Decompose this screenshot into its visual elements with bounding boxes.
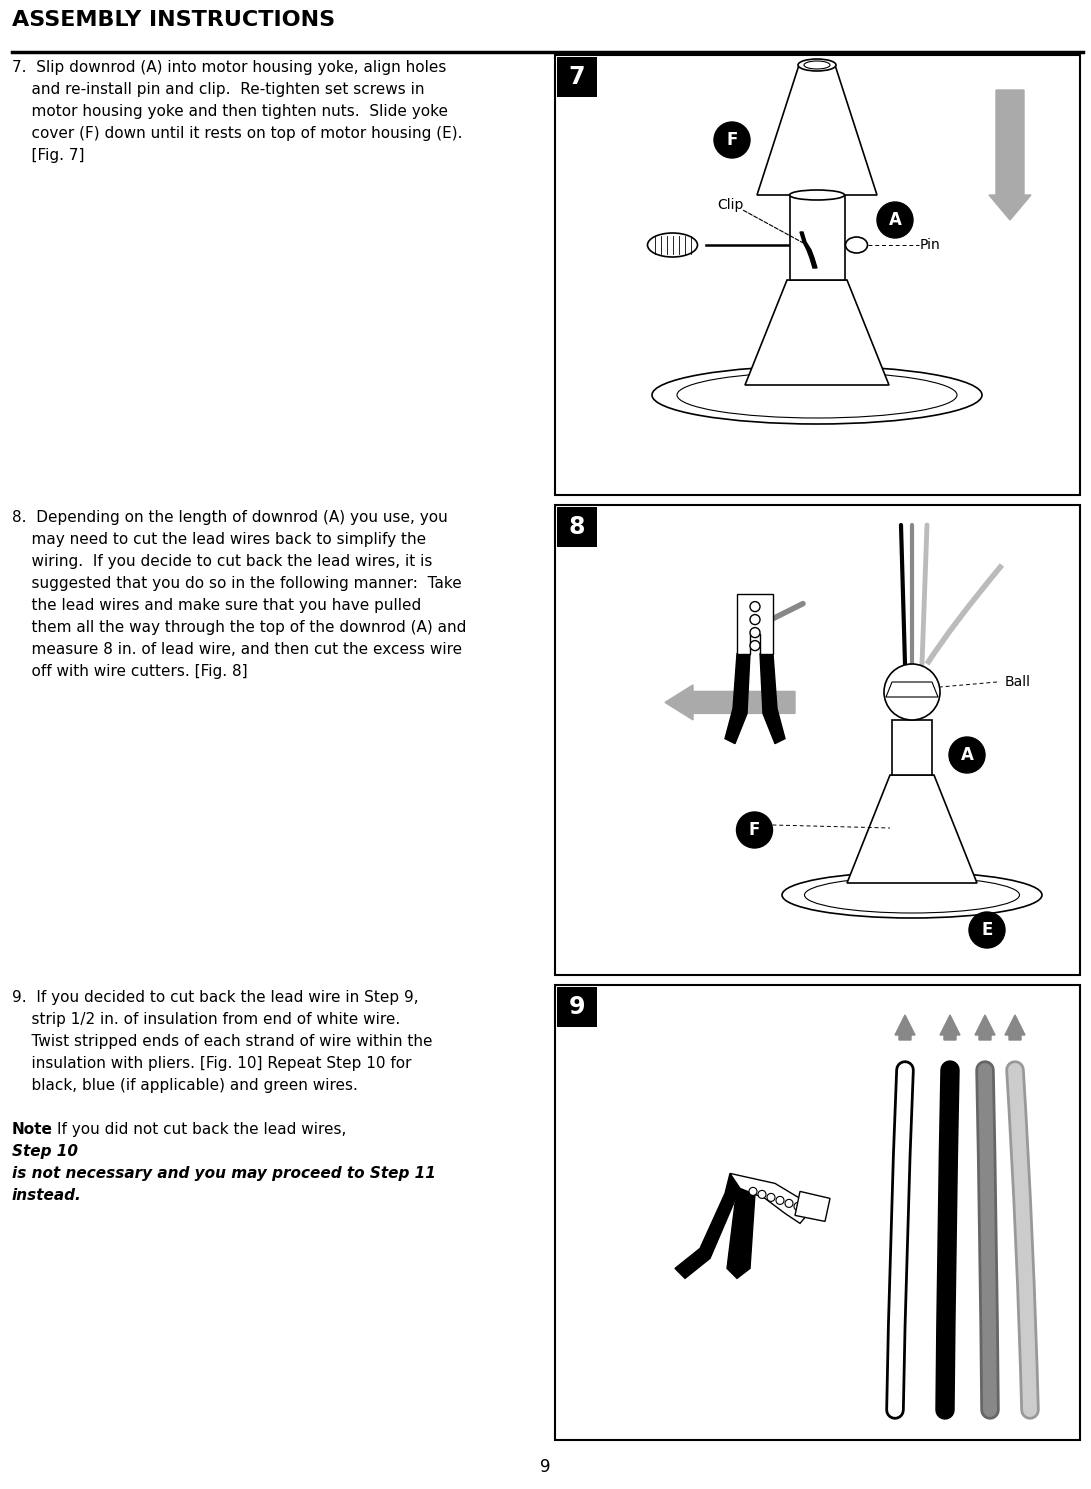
Bar [558, 987, 597, 1027]
Text: and re-install pin and clip.  Re-tighten set screws in: and re-install pin and clip. Re-tighten … [12, 82, 424, 97]
Text: instead.: instead. [12, 1188, 82, 1203]
Ellipse shape [846, 237, 867, 253]
Polygon shape [800, 232, 817, 268]
Text: 9: 9 [568, 995, 585, 1018]
Ellipse shape [790, 191, 844, 200]
Polygon shape [738, 594, 774, 654]
Bar [790, 195, 844, 280]
FancyArrow shape [990, 89, 1031, 220]
Polygon shape [726, 654, 750, 743]
FancyArrow shape [975, 1015, 995, 1039]
Ellipse shape [782, 873, 1042, 919]
Text: 9: 9 [540, 1458, 550, 1476]
Text: ASSEMBLY INSTRUCTIONS: ASSEMBLY INSTRUCTIONS [12, 10, 335, 30]
Text: cover (F) down until it rests on top of motor housing (E).: cover (F) down until it rests on top of … [12, 127, 463, 141]
Text: F: F [748, 820, 760, 838]
FancyArrow shape [1005, 1015, 1026, 1039]
Polygon shape [745, 280, 889, 386]
Text: E: E [981, 922, 993, 940]
Bar [555, 505, 1080, 975]
Polygon shape [675, 1173, 740, 1279]
Text: is not necessary and you may proceed to Step 11: is not necessary and you may proceed to … [12, 1166, 436, 1181]
FancyArrow shape [666, 685, 795, 719]
Text: Clip: Clip [717, 198, 743, 211]
Text: measure 8 in. of lead wire, and then cut the excess wire: measure 8 in. of lead wire, and then cut… [12, 642, 463, 657]
Circle shape [750, 1187, 757, 1196]
Bar [558, 57, 597, 97]
Text: Note: Note [12, 1123, 52, 1138]
Circle shape [750, 640, 760, 651]
Bar [558, 506, 597, 546]
Polygon shape [727, 1188, 755, 1279]
Polygon shape [886, 682, 938, 697]
Text: Pin: Pin [920, 238, 940, 252]
Text: 7.  Slip downrod (A) into motor housing yoke, align holes: 7. Slip downrod (A) into motor housing y… [12, 60, 446, 74]
Circle shape [877, 203, 913, 238]
Text: [Fig. 7]: [Fig. 7] [12, 147, 84, 162]
Circle shape [776, 1196, 784, 1205]
Circle shape [758, 1190, 766, 1199]
Circle shape [884, 664, 940, 721]
Text: suggested that you do so in the following manner:  Take: suggested that you do so in the followin… [12, 576, 461, 591]
Bar [555, 986, 1080, 1440]
Circle shape [969, 911, 1005, 948]
Text: A: A [960, 746, 973, 764]
Text: strip 1/2 in. of insulation from end of white wire.: strip 1/2 in. of insulation from end of … [12, 1013, 400, 1027]
Circle shape [794, 1203, 802, 1211]
Polygon shape [795, 1191, 830, 1221]
Text: the lead wires and make sure that you have pulled: the lead wires and make sure that you ha… [12, 599, 421, 613]
Text: 8: 8 [568, 515, 585, 539]
Circle shape [786, 1200, 793, 1208]
Text: A: A [888, 211, 901, 229]
Circle shape [949, 737, 985, 773]
Text: them all the way through the top of the downrod (A) and: them all the way through the top of the … [12, 619, 466, 634]
Text: Step 10: Step 10 [12, 1144, 77, 1158]
Bar [892, 721, 932, 774]
Text: F: F [727, 131, 738, 149]
Text: motor housing yoke and then tighten nuts.  Slide yoke: motor housing yoke and then tighten nuts… [12, 104, 448, 119]
Text: insulation with pliers. [Fig. 10] Repeat Step 10 for: insulation with pliers. [Fig. 10] Repeat… [12, 1056, 411, 1071]
Text: : If you did not cut back the lead wires,: : If you did not cut back the lead wires… [47, 1123, 351, 1138]
Text: off with wire cutters. [Fig. 8]: off with wire cutters. [Fig. 8] [12, 664, 248, 679]
Text: Twist stripped ends of each strand of wire within the: Twist stripped ends of each strand of wi… [12, 1033, 432, 1048]
Ellipse shape [804, 61, 830, 68]
Circle shape [767, 1193, 775, 1202]
Text: 9.  If you decided to cut back the lead wire in Step 9,: 9. If you decided to cut back the lead w… [12, 990, 419, 1005]
Ellipse shape [647, 232, 697, 258]
Circle shape [750, 615, 760, 624]
Polygon shape [757, 66, 877, 195]
Circle shape [750, 602, 760, 612]
Circle shape [714, 122, 750, 158]
Polygon shape [847, 774, 978, 883]
Circle shape [750, 627, 760, 637]
FancyArrow shape [940, 1015, 960, 1039]
Polygon shape [730, 1173, 810, 1224]
Text: 8.  Depending on the length of downrod (A) you use, you: 8. Depending on the length of downrod (A… [12, 511, 447, 526]
Ellipse shape [652, 366, 982, 424]
Ellipse shape [798, 60, 836, 71]
Polygon shape [760, 654, 786, 743]
Ellipse shape [804, 877, 1019, 913]
Text: black, blue (if applicable) and green wires.: black, blue (if applicable) and green wi… [12, 1078, 358, 1093]
Circle shape [736, 812, 772, 849]
Bar [555, 55, 1080, 494]
Text: Ball: Ball [1005, 675, 1031, 689]
Text: may need to cut the lead wires back to simplify the: may need to cut the lead wires back to s… [12, 532, 427, 546]
Text: 7: 7 [568, 66, 585, 89]
FancyArrow shape [895, 1015, 915, 1039]
Text: wiring.  If you decide to cut back the lead wires, it is: wiring. If you decide to cut back the le… [12, 554, 432, 569]
